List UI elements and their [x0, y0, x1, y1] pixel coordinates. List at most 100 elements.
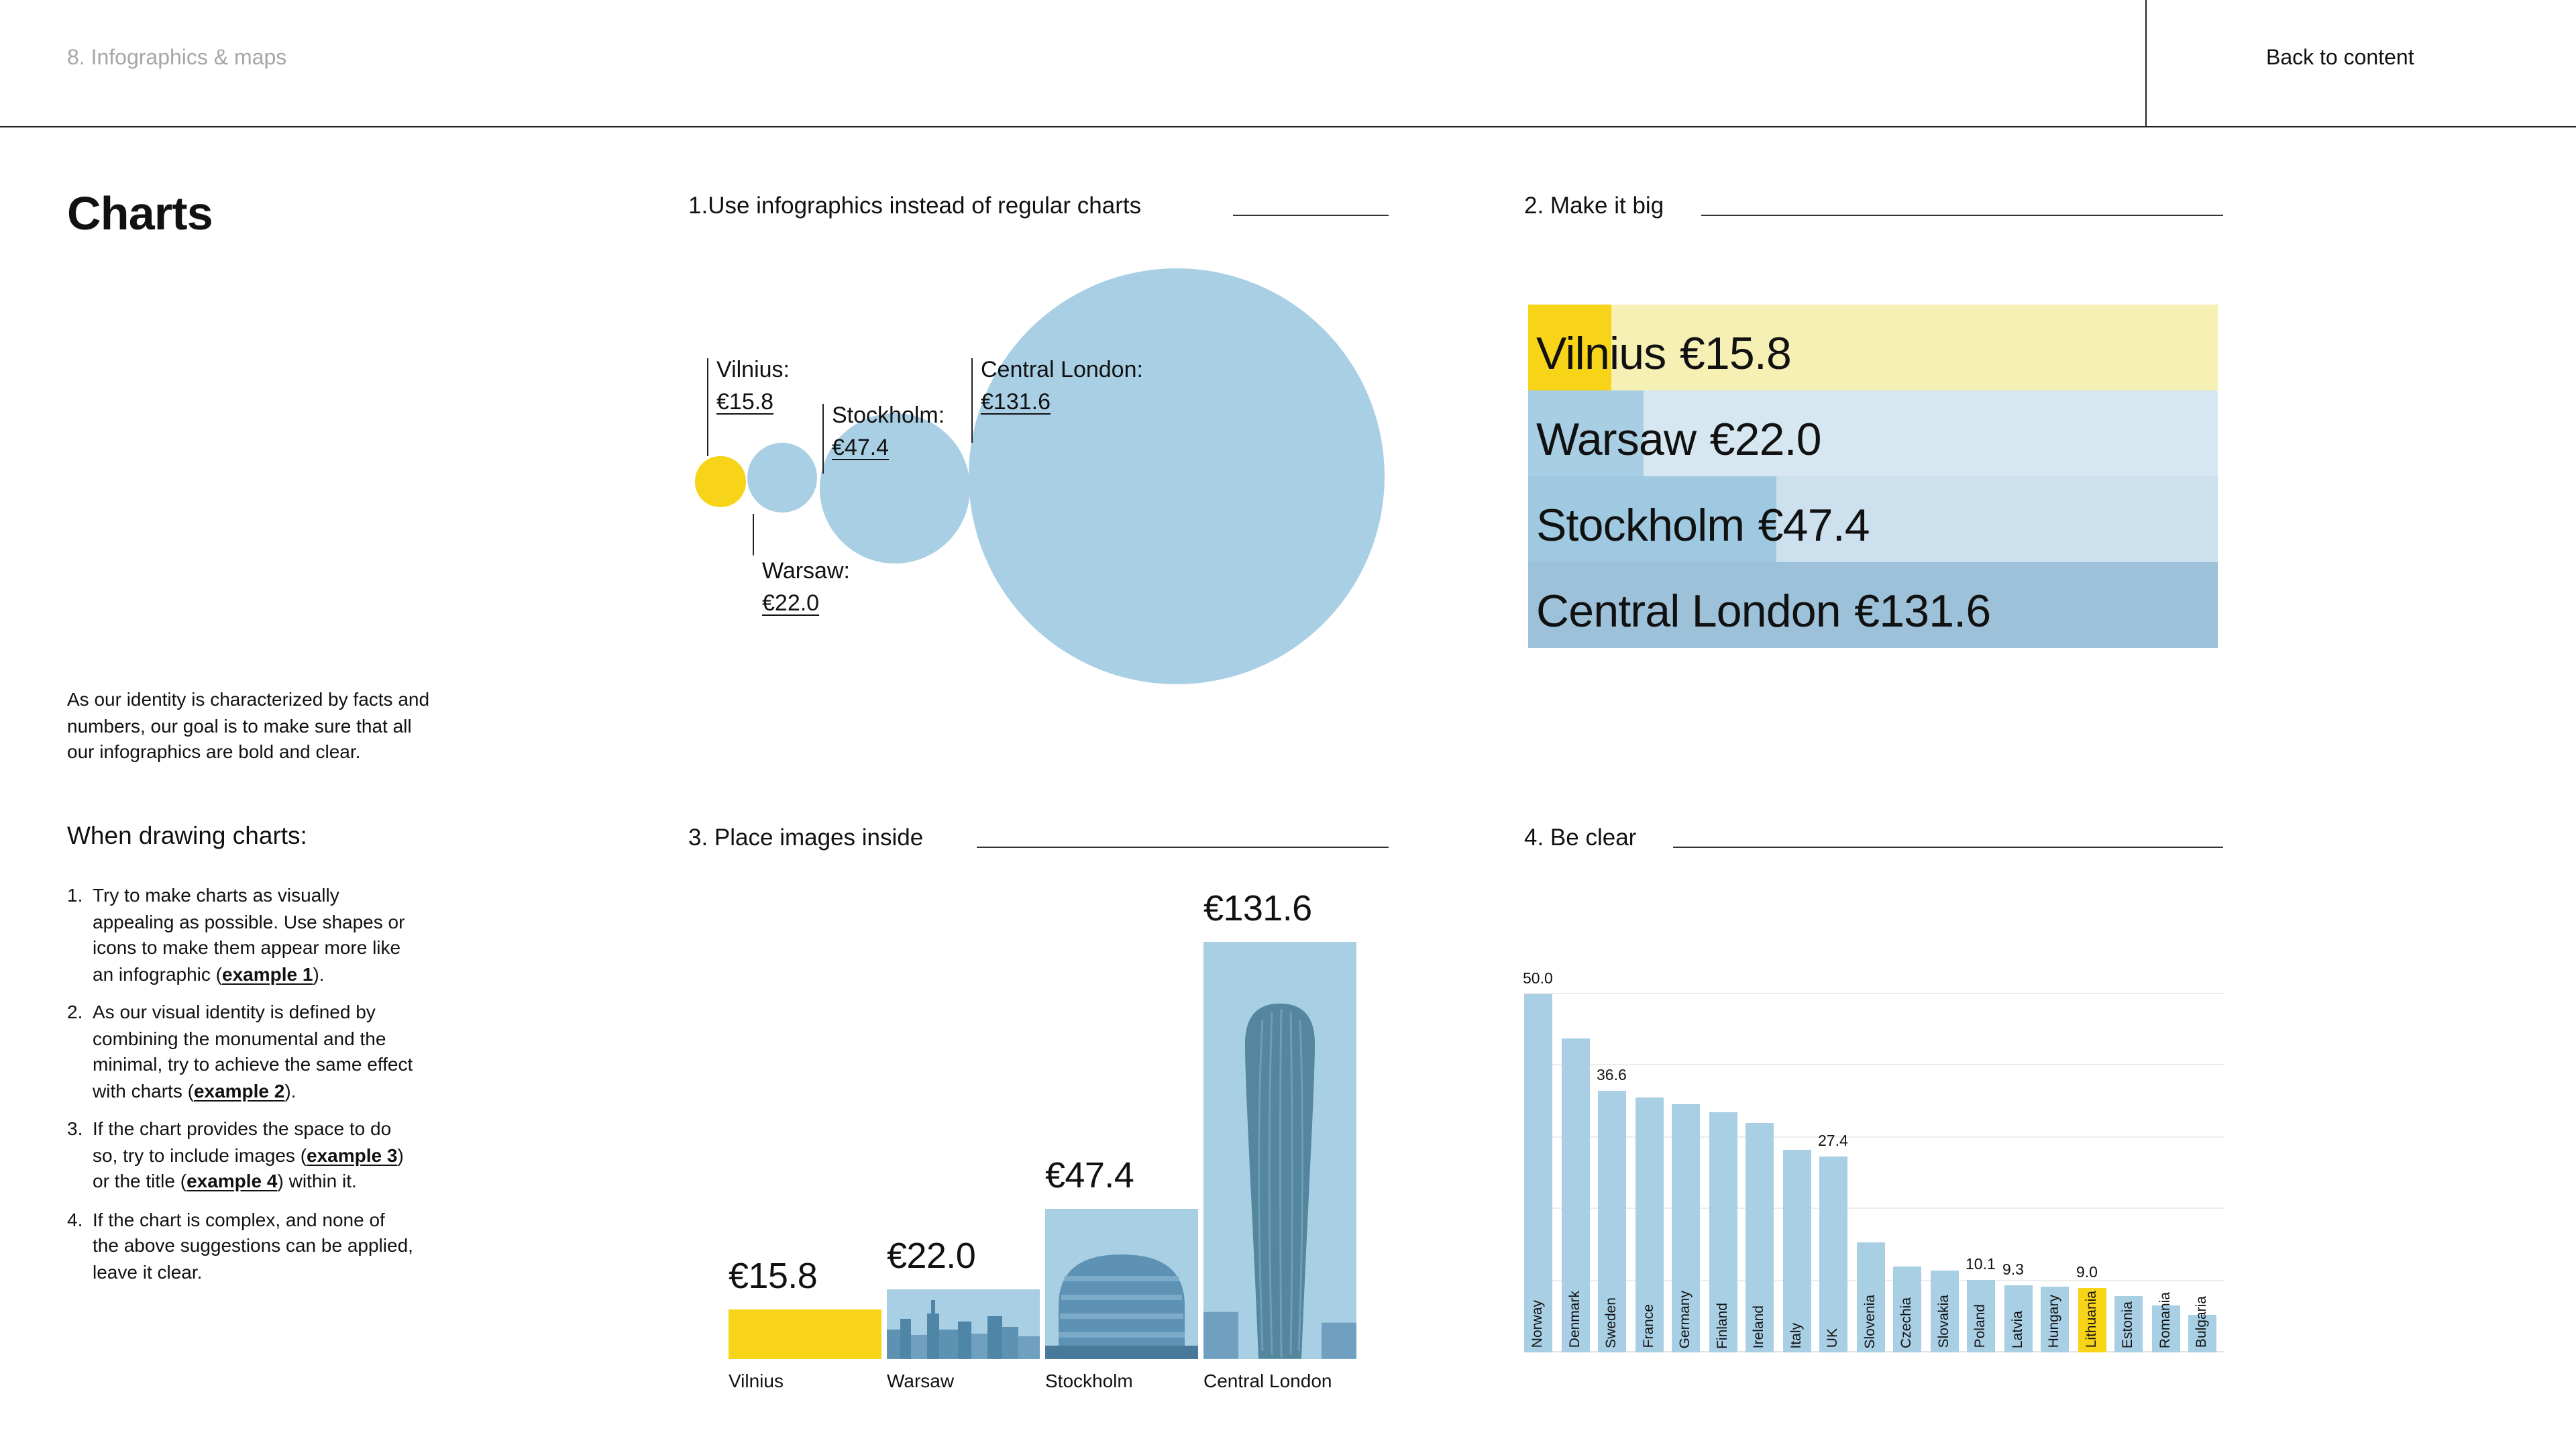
list-item-text: As our visual identity is defined by com… — [93, 1001, 413, 1101]
bar-warsaw — [887, 1289, 1040, 1359]
page-title: Charts — [67, 188, 213, 240]
bar-category-label: Romania — [2157, 1291, 2173, 1348]
list-item-2: 2. As our visual identity is defined by … — [67, 1000, 413, 1104]
bar-category-label: Slovakia — [1935, 1295, 1951, 1348]
warsaw-leader-line — [753, 514, 754, 555]
bar-category-label: Italy — [1788, 1322, 1804, 1348]
bar-category-label: Poland — [1972, 1304, 1988, 1348]
bar-estonia — [2114, 1296, 2143, 1352]
vilnius-bubble — [695, 456, 746, 507]
stockholm-bubble — [820, 413, 970, 564]
row-city-label: Central London — [1536, 586, 1841, 637]
bar-category-label: Central London — [1203, 1370, 1332, 1391]
list-item-1: 1. Try to make charts as visually appeal… — [67, 883, 413, 987]
gridline — [1524, 1136, 2224, 1138]
row-city-label: Vilnius — [1536, 329, 1666, 380]
bar-segment — [1528, 390, 1644, 476]
list-item-number: 2. — [67, 1001, 83, 1022]
bubble-label-name: Warsaw: — [762, 558, 850, 584]
bar-value-label: 10.1 — [1966, 1257, 1996, 1274]
bubble-label-value: €47.4 — [832, 435, 890, 460]
bar-category-label: France — [1640, 1304, 1656, 1348]
section-4-rule — [1673, 847, 2223, 848]
bar-category-label: UK — [1825, 1328, 1841, 1348]
list-item-number: 4. — [67, 1208, 83, 1230]
stockholm-bubble-label: Stockholm: €47.4 — [832, 400, 945, 464]
bar-bulgaria — [2188, 1314, 2216, 1352]
bubble-label-name: Stockholm: — [832, 402, 945, 428]
example-4-link[interactable]: example 4 — [186, 1170, 278, 1191]
central-london-bubble-label: Central London: €131.6 — [981, 354, 1143, 419]
bar-stockholm — [1045, 1209, 1198, 1359]
bar-category-label: Norway — [1529, 1300, 1546, 1348]
bubble-label-name: Central London: — [981, 357, 1143, 382]
bar-category-label: Warsaw — [887, 1370, 955, 1391]
bar-value-label: 50.0 — [1523, 971, 1553, 987]
section-3-title: 3. Place images inside — [688, 824, 924, 851]
bar-value-label: €15.8 — [729, 1255, 818, 1296]
bar-category-label: Vilnius — [729, 1370, 784, 1391]
section-3-rule — [977, 847, 1389, 848]
bar-category-label: Denmark — [1566, 1291, 1582, 1348]
bar-value-label: €131.6 — [1203, 888, 1312, 929]
section-1-title: 1.Use infographics instead of regular ch… — [688, 192, 1142, 219]
bar-hungary — [2041, 1286, 2069, 1352]
list-subtitle: When drawing charts: — [67, 821, 307, 849]
central-london-building-image — [1203, 1004, 1356, 1359]
central-london-bubble — [968, 268, 1385, 685]
bar-category-label: Hungary — [2046, 1295, 2062, 1348]
bar-category-label: Stockholm — [1045, 1370, 1133, 1391]
bar-uk — [1819, 1156, 1847, 1352]
bar-category-label: Ireland — [1751, 1305, 1767, 1348]
bar-row-warsaw: Warsaw €22.0 — [1528, 390, 2218, 476]
bar-norway — [1524, 994, 1552, 1352]
back-to-content-link[interactable]: Back to content — [2266, 47, 2414, 70]
bar-category-label: Finland — [1714, 1302, 1730, 1348]
row-value-label: €22.0 — [1709, 415, 1822, 466]
bar-romania — [2151, 1305, 2180, 1352]
row-value-label: €15.8 — [1679, 329, 1792, 380]
section-1-rule — [1233, 215, 1389, 216]
section-2-rule — [1701, 215, 2223, 216]
example-3-link[interactable]: example 3 — [307, 1144, 398, 1165]
bar-segment — [1528, 476, 1777, 562]
vilnius-bubble-label: Vilnius: €15.8 — [716, 354, 790, 419]
warsaw-bubble-label: Warsaw: €22.0 — [762, 555, 850, 620]
header-vertical-divider — [2145, 0, 2147, 126]
bar-row-stockholm: Stockholm €47.4 — [1528, 476, 2218, 562]
bar-denmark — [1561, 1038, 1589, 1352]
example-1-link[interactable]: example 1 — [222, 963, 313, 984]
bar-czechia — [1893, 1267, 1921, 1352]
rules-list: 1. Try to make charts as visually appeal… — [67, 883, 413, 1297]
bar-germany — [1672, 1104, 1700, 1352]
header-rule — [0, 126, 2576, 127]
list-item-text: ). — [284, 1079, 297, 1101]
list-item-number: 1. — [67, 884, 83, 906]
list-item-text: If the chart provides the space to do so… — [93, 1118, 392, 1165]
bar-lithuania — [2078, 1287, 2106, 1352]
bar-italy — [1782, 1150, 1811, 1352]
section-2-title: 2. Make it big — [1524, 192, 1664, 219]
bar-ireland — [1746, 1123, 1774, 1352]
row-value-label: €131.6 — [1854, 586, 1991, 637]
bar-category-label: Czechia — [1898, 1297, 1915, 1348]
intro-paragraph: As our identity is characterized by fact… — [67, 688, 430, 762]
breadcrumb: 8. Infographics & maps — [67, 47, 287, 70]
bar-category-label: Bulgaria — [2194, 1296, 2210, 1348]
section-4-title: 4. Be clear — [1524, 824, 1637, 851]
list-item-3: 3. If the chart provides the space to do… — [67, 1116, 413, 1195]
warsaw-bubble — [747, 443, 817, 513]
bubble-label-value: €131.6 — [981, 389, 1051, 415]
bar-category-label: Estonia — [2120, 1301, 2136, 1348]
bar-segment — [1528, 305, 1611, 390]
list-item-text: Try to make charts as visually appealing… — [93, 884, 405, 984]
bar-row-vilnius: Vilnius €15.8 — [1528, 305, 2218, 390]
row-city-label: Warsaw — [1536, 415, 1697, 466]
example-2-link[interactable]: example 2 — [193, 1079, 285, 1101]
row-value-label: €47.4 — [1758, 500, 1870, 551]
bar-row-central-london: Central London €131.6 — [1528, 562, 2218, 648]
big-bar-chart: Vilnius €15.8 Warsaw €22.0 Stockholm €47.4 … — [1528, 305, 2218, 648]
bar-category-label: Sweden — [1603, 1297, 1619, 1348]
bar-segment — [1528, 562, 2218, 648]
bar-slovenia — [1856, 1242, 1884, 1352]
